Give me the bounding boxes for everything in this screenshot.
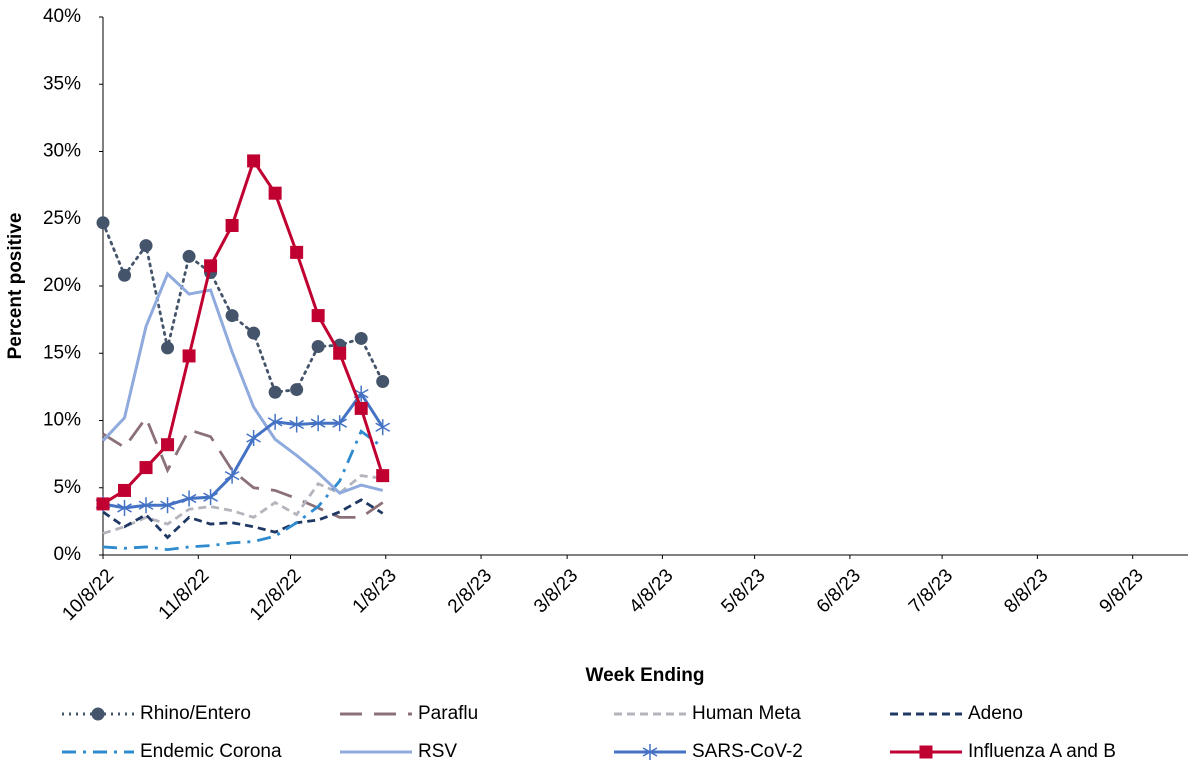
data-point xyxy=(354,401,368,415)
legend-item: Human Meta xyxy=(614,703,801,724)
series-line xyxy=(102,429,384,552)
data-point xyxy=(160,497,175,514)
x-tick-label: 6/8/23 xyxy=(813,565,865,617)
legend-label: Paraflu xyxy=(418,703,478,724)
series-line xyxy=(101,271,384,495)
data-point xyxy=(182,249,196,263)
data-point xyxy=(376,469,390,483)
y-axis-title: Percent positive xyxy=(5,213,26,360)
y-tick-label: 25% xyxy=(43,208,81,229)
x-tick-label: 12/8/22 xyxy=(246,565,306,625)
legend-label: Human Meta xyxy=(692,703,801,724)
x-tick-label: 11/8/22 xyxy=(155,565,214,624)
data-point xyxy=(96,497,110,511)
data-point xyxy=(247,326,261,340)
data-point xyxy=(289,416,305,433)
x-tick-label: 4/8/23 xyxy=(625,565,677,617)
data-point xyxy=(181,490,197,507)
legend-item: Rhino/Entero xyxy=(62,703,251,724)
y-tick-label: 40% xyxy=(43,6,81,27)
data-point xyxy=(354,331,368,345)
legend-label: SARS-CoV-2 xyxy=(692,741,803,762)
x-tick-label: 1/8/23 xyxy=(349,565,401,617)
x-tick-label: 9/8/23 xyxy=(1096,565,1148,617)
data-point xyxy=(117,499,132,516)
x-axis-title: Week Ending xyxy=(586,665,705,686)
data-point xyxy=(138,497,154,514)
legend-item: Influenza A and B xyxy=(890,741,1116,762)
x-tick-label: 8/8/23 xyxy=(1000,565,1052,617)
data-point xyxy=(225,309,239,323)
legend-item: RSV xyxy=(340,741,457,762)
data-point xyxy=(182,349,196,363)
data-point xyxy=(161,438,175,452)
data-point xyxy=(246,429,261,446)
data-point xyxy=(311,309,325,323)
data-point xyxy=(204,259,218,273)
data-point xyxy=(376,374,390,388)
legend-label: Adeno xyxy=(968,703,1023,724)
data-point xyxy=(311,340,325,354)
data-point xyxy=(333,346,347,360)
x-tick-label: 5/8/23 xyxy=(717,565,769,617)
legend-item: Paraflu xyxy=(340,703,478,724)
data-point xyxy=(247,154,261,168)
data-point xyxy=(225,218,239,232)
data-point xyxy=(290,245,304,259)
data-point xyxy=(332,415,348,432)
legend-marker xyxy=(919,745,933,759)
series-line xyxy=(102,498,384,540)
legend-item: SARS-CoV-2 xyxy=(614,741,803,762)
data-point xyxy=(139,239,153,253)
legend-marker xyxy=(642,744,658,760)
data-point xyxy=(161,341,175,355)
legend-marker xyxy=(91,707,105,721)
data-point xyxy=(268,186,282,200)
legend-label: Endemic Corona xyxy=(140,741,282,762)
data-point xyxy=(96,216,110,230)
legend-item: Endemic Corona xyxy=(62,741,282,762)
data-point xyxy=(375,419,391,436)
data-point xyxy=(290,383,304,397)
x-tick-label: 7/8/23 xyxy=(905,565,957,617)
y-tick-label: 0% xyxy=(54,544,82,565)
data-point xyxy=(139,461,153,475)
data-point xyxy=(118,268,132,282)
data-point xyxy=(268,385,282,399)
series-line xyxy=(102,474,383,535)
data-point xyxy=(224,467,240,484)
data-point xyxy=(203,489,218,506)
legend-label: Influenza A and B xyxy=(968,741,1116,762)
y-tick-label: 35% xyxy=(43,73,81,94)
data-point xyxy=(118,483,132,497)
data-point xyxy=(310,415,326,432)
x-tick-label: 3/8/23 xyxy=(530,565,582,617)
series-line xyxy=(102,390,384,510)
x-tick-label: 10/8/22 xyxy=(58,565,118,625)
y-tick-label: 10% xyxy=(43,410,81,431)
legend-label: RSV xyxy=(418,741,457,762)
legend-label: Rhino/Entero xyxy=(140,703,251,724)
data-point xyxy=(267,413,283,430)
y-tick-label: 20% xyxy=(43,275,81,296)
y-tick-label: 15% xyxy=(43,342,81,363)
x-tick-label: 2/8/23 xyxy=(444,565,496,617)
y-tick-label: 30% xyxy=(43,141,81,162)
series-line xyxy=(102,414,384,519)
legend-item: Adeno xyxy=(890,703,1023,724)
y-tick-label: 5% xyxy=(54,477,82,498)
